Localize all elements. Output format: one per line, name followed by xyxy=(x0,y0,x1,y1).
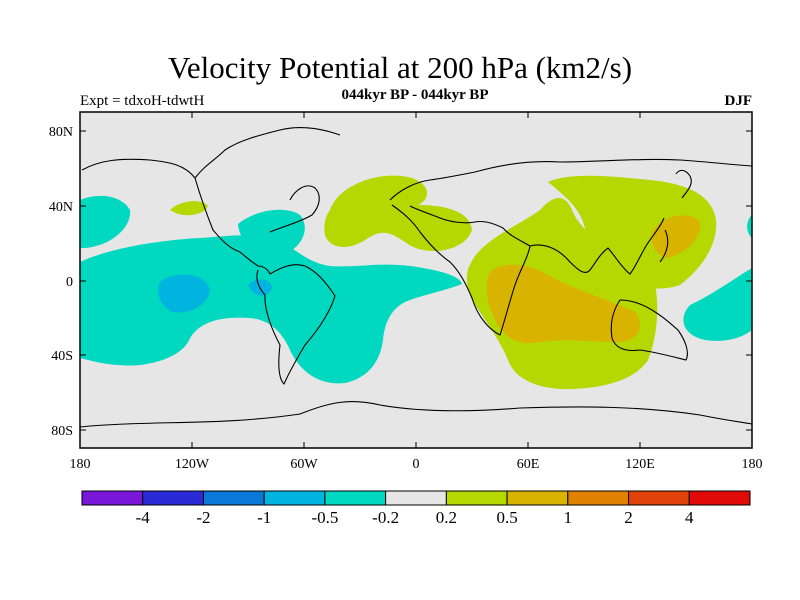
x-tick-label: 180 xyxy=(70,457,91,472)
colorbar-swatch xyxy=(688,490,751,506)
colorbar-swatch xyxy=(324,490,387,506)
colorbar: -4 -2 -1 -0.5 -0.2 0.2 0.5 1 2 4 xyxy=(81,490,751,527)
x-tick-label: 120W xyxy=(175,457,210,472)
y-tick-label: 0 xyxy=(66,275,73,290)
positive-region-europe-mediterranean xyxy=(324,175,472,252)
y-tick-label: 40N xyxy=(49,200,73,215)
negative-core-central-pacific xyxy=(158,274,210,313)
x-axis: 180 120W 60W 0 60E 120E 180 xyxy=(70,112,763,472)
negative-region-north-pacific xyxy=(80,195,131,248)
colorbar-label: 0.2 xyxy=(436,508,457,527)
colorbar-swatch xyxy=(202,490,265,506)
positive-region-asia-pacific xyxy=(548,175,717,289)
experiment-label: Expt = tdxoH-tdwtH xyxy=(80,93,205,109)
y-tick-label: 80N xyxy=(49,125,73,140)
map-field xyxy=(80,112,752,448)
colorbar-label: -2 xyxy=(196,508,210,527)
colorbar-label: 2 xyxy=(624,508,633,527)
coastlines xyxy=(80,126,752,428)
negative-region-east-pacific-edge xyxy=(747,215,752,238)
colorbar-label: 0.5 xyxy=(496,508,517,527)
x-tick-label: 120E xyxy=(625,457,655,472)
colorbar-label: 1 xyxy=(564,508,573,527)
x-tick-label: 0 xyxy=(413,457,420,472)
colorbar-label: 4 xyxy=(685,508,694,527)
colorbar-label: -4 xyxy=(136,508,151,527)
colorbar-label: -1 xyxy=(257,508,271,527)
colorbar-swatch xyxy=(263,490,326,506)
negative-region-west-pacific xyxy=(683,268,752,341)
colorbar-swatch xyxy=(142,490,204,506)
season-label: DJF xyxy=(724,93,753,109)
y-tick-label: 80S xyxy=(51,424,73,439)
x-tick-label: 60W xyxy=(290,457,318,472)
x-tick-label: 60E xyxy=(517,457,540,472)
positive-core-indian-ocean xyxy=(486,264,640,344)
colorbar-swatch xyxy=(567,490,630,506)
y-tick-label: 40S xyxy=(51,349,73,364)
positive-core-japan xyxy=(651,215,701,258)
y-axis: 80N 40N 0 40S 80S xyxy=(49,125,752,439)
x-tick-label: 180 xyxy=(742,457,763,472)
plot-subtitle: 044kyr BP - 044kyr BP xyxy=(341,87,489,103)
positive-region-north-pacific-small xyxy=(170,201,208,216)
negative-region-pacific-americas xyxy=(80,235,462,384)
colorbar-swatch xyxy=(628,490,690,506)
colorbar-label: -0.5 xyxy=(311,508,338,527)
negative-region-north-atlantic xyxy=(238,209,305,257)
plot-title: Velocity Potential at 200 hPa (km2/s) xyxy=(167,50,633,85)
colorbar-swatch xyxy=(506,490,569,506)
colorbar-swatch xyxy=(385,490,447,506)
colorbar-label: -0.2 xyxy=(372,508,399,527)
colorbar-swatch xyxy=(81,490,144,506)
colorbar-swatch xyxy=(445,490,508,506)
